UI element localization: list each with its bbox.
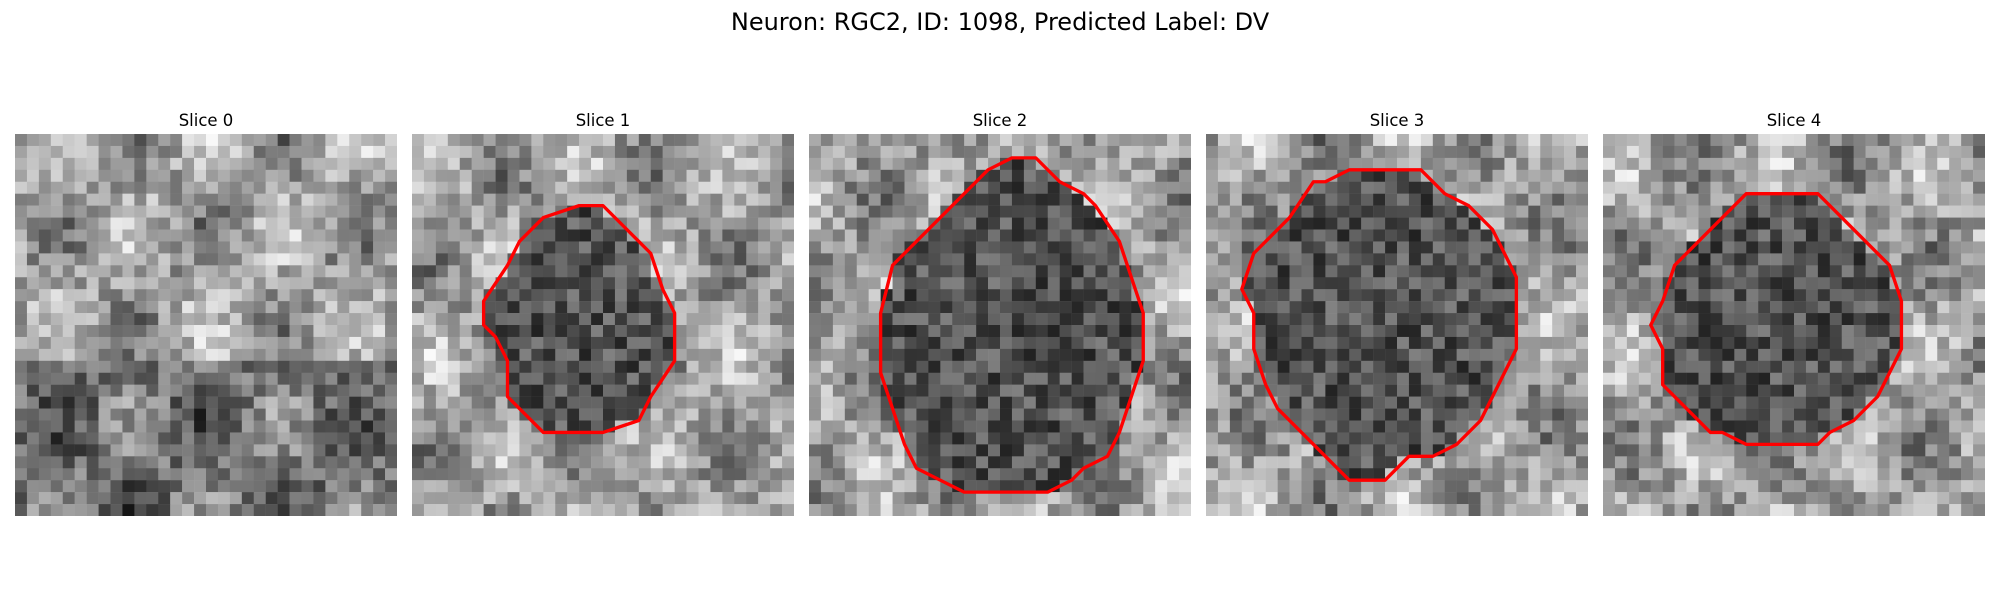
slice-image: [15, 134, 397, 516]
slice-panel-2: Slice 2: [809, 108, 1191, 516]
slice-image: [1206, 134, 1588, 516]
slice-image: [1603, 134, 1985, 516]
slice-image: [809, 134, 1191, 516]
slice-image: [412, 134, 794, 516]
figure-title: Neuron: RGC2, ID: 1098, Predicted Label:…: [730, 8, 1270, 36]
slice-panel-0: Slice 0: [15, 108, 397, 516]
soma-contour: [1649, 192, 1904, 447]
soma-contour: [878, 156, 1145, 494]
soma-contour: [1240, 168, 1519, 482]
slice-title: Slice 0: [178, 111, 234, 130]
slice-title: Slice 1: [575, 111, 631, 130]
slice-panel-1: Slice 1: [412, 108, 794, 516]
slice-title: Slice 2: [972, 111, 1028, 130]
slice-panel-4: Slice 4: [1603, 108, 1985, 516]
soma-contour: [481, 203, 677, 435]
slice-panel-3: Slice 3: [1206, 108, 1588, 516]
slice-title: Slice 4: [1766, 111, 1822, 130]
slice-title: Slice 3: [1369, 111, 1425, 130]
